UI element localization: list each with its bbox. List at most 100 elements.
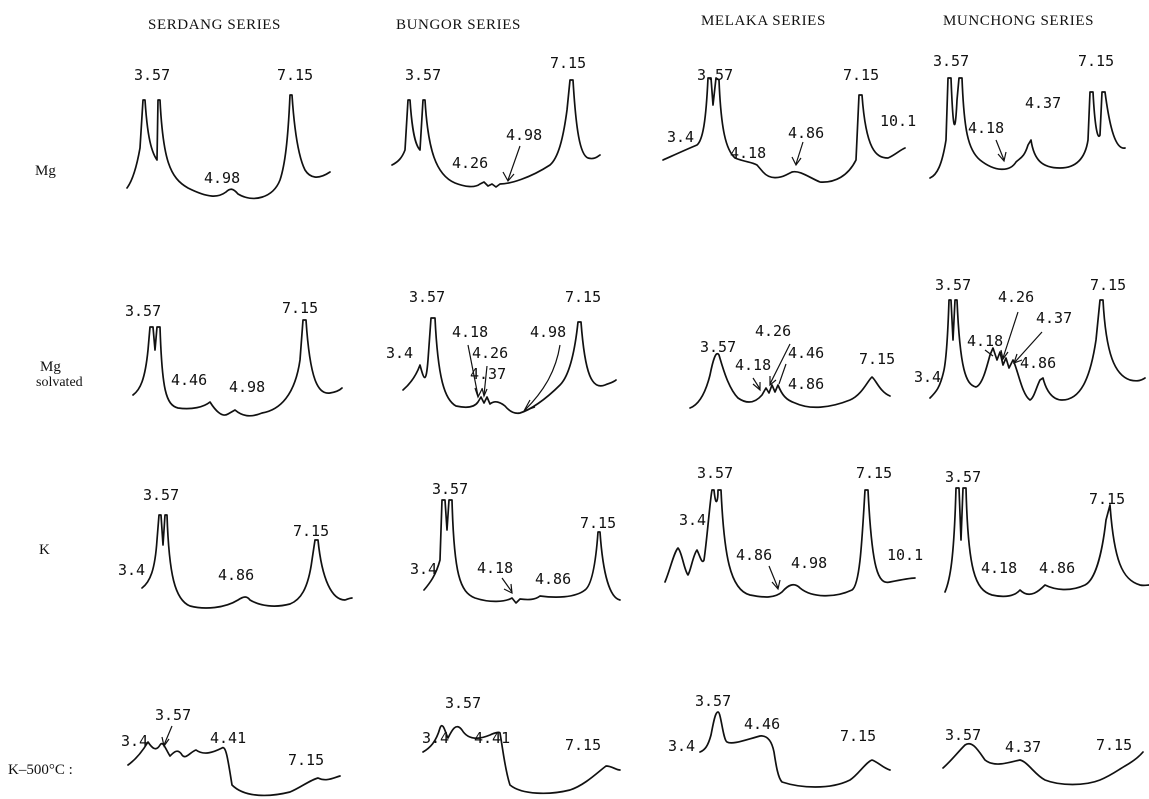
arrow-head [503,583,513,595]
column-title-munchong: MUNCHONG SERIES [943,13,1094,29]
peak-label: 4.98 [791,554,827,572]
row-label-mg-solvated-line2: solvated [36,375,83,390]
column-title-bungor: BUNGOR SERIES [396,17,521,33]
peak-label: 4.86 [218,566,254,584]
panel-bungor-k: 3.57 7.15 3.4 4.18 4.86 [410,480,621,604]
panel-serdang-mg: 3.57 7.15 4.98 [126,66,331,200]
panel-melaka-k: 3.57 7.15 3.4 4.86 4.98 10.1 [664,464,923,598]
panel-melaka-mg-solvated: 3.57 4.26 4.18 4.46 4.86 7.15 [689,322,895,409]
arrow-pointer [795,141,804,165]
peak-label: 4.37 [1005,738,1041,756]
peak-label: 3.4 [410,560,437,578]
column-title-melaka: MELAKA SERIES [701,13,826,29]
peak-label: 4.18 [735,356,771,374]
peak-label: 3.4 [121,732,148,750]
peak-label: 7.15 [277,66,313,84]
peak-label: 4.86 [1039,559,1075,577]
arrow-pointer [752,377,761,390]
peak-label: 4.18 [730,144,766,162]
arrow-pointer [1002,311,1019,359]
peak-label: 4.18 [477,559,513,577]
row-label-mg: Mg [35,163,56,179]
arrow-pointer [768,565,779,589]
arrow-head [791,156,802,167]
peak-label: 4.37 [470,365,506,383]
peak-label: 7.15 [1096,736,1132,754]
peak-label: 4.18 [452,323,488,341]
arrow-pointer [501,577,513,593]
peak-label: 4.98 [204,169,240,187]
peak-label: 4.37 [1025,94,1061,112]
peak-label: 7.15 [1089,490,1125,508]
peak-label: 4.86 [788,375,824,393]
peak-label: 7.15 [282,299,318,317]
column-title-serdang: SERDANG SERIES [148,17,281,33]
peak-label: 3.57 [697,464,733,482]
peak-label: 4.86 [788,124,824,142]
peak-label: 4.18 [968,119,1004,137]
peak-label: 4.46 [744,715,780,733]
peak-label: 3.4 [667,128,694,146]
arrow-head [1013,353,1023,365]
peak-label: 3.57 [945,468,981,486]
arrow-pointer [1014,331,1043,363]
peak-label: 3.4 [914,368,941,386]
row-label-mg-solvated-line1: Mg [40,359,61,375]
peak-label: 4.41 [474,729,510,747]
arrow-head [752,382,761,392]
panel-bungor-k500: 3.57 3.4 4.41 7.15 [422,694,621,795]
panel-munchong-mg: 3.57 7.15 4.37 4.18 [929,52,1126,179]
peak-label: 3.57 [155,706,191,724]
arrow-head [1000,349,1009,361]
peak-label: 7.15 [550,54,586,72]
peak-label: 7.15 [1078,52,1114,70]
peak-label: 4.98 [506,126,542,144]
arrow-head [474,387,483,399]
panel-bungor-mg: 3.57 7.15 4.26 4.98 [391,54,601,188]
peak-label: 3.4 [422,729,449,747]
arrow-pointer [163,725,173,746]
peak-label: 7.15 [565,288,601,306]
peak-label: 4.26 [998,288,1034,306]
arrow-pointer [769,343,791,385]
peak-label: 7.15 [1090,276,1126,294]
arrow-pointer [507,145,521,181]
peak-label: 4.46 [171,371,207,389]
peak-label: 3.4 [679,511,706,529]
arrow-pointer [467,344,479,397]
peak-label: 3.57 [933,52,969,70]
peak-label: 3.57 [125,302,161,320]
peak-label: 7.15 [565,736,601,754]
peak-label: 3.57 [409,288,445,306]
peak-label: 4.18 [967,332,1003,350]
arrow-pointer [778,363,787,385]
arrow-pointer [984,349,994,357]
panel-melaka-k500: 3.57 4.46 3.4 7.15 [668,692,891,788]
arrow-head [771,579,781,591]
arrow-pointer [483,365,488,396]
peak-label: 3.57 [134,66,170,84]
peak-label: 7.15 [859,350,895,368]
peak-label: 4.41 [210,729,246,747]
arrow-head [522,399,536,413]
peak-label: 4.37 [1036,309,1072,327]
peak-label: 3.57 [405,66,441,84]
arrow-pointer [995,139,1005,161]
peak-label: 3.4 [386,344,413,362]
arrow-head [769,376,777,387]
panel-serdang-mg-solvated: 3.57 7.15 4.46 4.98 [125,299,343,417]
peak-label: 3.57 [143,486,179,504]
peak-label: 4.26 [755,322,791,340]
row-label-k: K [39,542,50,558]
peak-label: 3.57 [935,276,971,294]
peak-label: 4.46 [788,344,824,362]
panel-serdang-k500: 3.57 3.4 4.41 7.15 [121,706,341,797]
peak-label: 7.15 [288,751,324,769]
peak-label: 3.4 [668,737,695,755]
panel-bungor-mg-solvated: 3.57 7.15 3.4 4.18 4.98 4.26 4.37 [386,288,617,415]
peak-label: 7.15 [293,522,329,540]
peak-label: 10.1 [887,546,923,564]
arrow-head [161,736,170,748]
peak-label: 4.86 [535,570,571,588]
peak-label: 3.57 [695,692,731,710]
